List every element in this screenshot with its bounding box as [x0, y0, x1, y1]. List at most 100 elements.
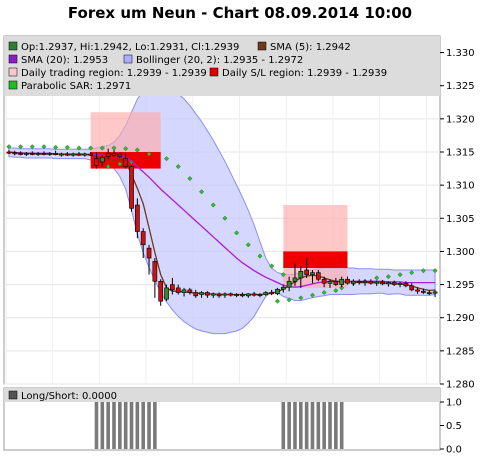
sar-point: [117, 161, 123, 167]
long-short-bar: [141, 402, 145, 449]
y-tick-label: 1.305: [446, 214, 475, 225]
sar-point: [123, 146, 129, 152]
sar-point: [409, 270, 415, 276]
long-short-bar: [118, 402, 122, 449]
candle-body: [94, 158, 99, 166]
candle-body: [41, 153, 47, 155]
candle-body: [368, 280, 374, 284]
candle-body: [345, 278, 350, 284]
daily-trading-region: [90, 112, 161, 152]
y-tick-label: 1.320: [446, 114, 475, 125]
main-plot: 1.280 1.285 1.290 1.295 1.300 1.305 1.310 1.315…: [3, 35, 475, 391]
legend-entries: Op:1.2937, Hi:1.2942, Lo:1.2931, Cl:1.29…: [8, 41, 387, 92]
sar-point: [321, 289, 327, 296]
candle-body: [228, 293, 234, 296]
sub-y-tick-label: 0.0: [446, 445, 462, 456]
sar-point: [333, 287, 339, 294]
long-short-bar: [328, 402, 332, 449]
candle-body: [356, 280, 362, 283]
candle-body: [187, 289, 193, 293]
sar-point: [105, 164, 111, 170]
legend-label: SMA (5): 1.2942: [270, 42, 351, 53]
candle-body: [421, 290, 426, 293]
legend-swatch: [209, 67, 219, 77]
long-short-bar: [147, 402, 151, 449]
sar-point: [146, 151, 152, 157]
candle-body: [164, 287, 169, 300]
candle-body: [240, 294, 245, 297]
sar-point: [163, 156, 170, 162]
candle-body: [304, 269, 309, 275]
candle-body: [47, 153, 53, 155]
sub-y-tick-label: 1.0: [446, 398, 462, 409]
long-short-bar: [106, 402, 110, 449]
sar-point: [41, 144, 47, 150]
candle-body: [426, 292, 432, 295]
candle-body: [403, 282, 409, 287]
sar-point: [64, 144, 70, 150]
candle-body: [70, 153, 76, 156]
long-short-bar: [287, 402, 291, 449]
sar-point: [339, 285, 345, 291]
sar-point: [286, 297, 292, 303]
sar-point: [432, 268, 438, 274]
legend-swatch: [257, 41, 267, 51]
candle-body: [111, 153, 117, 156]
sar-point: [134, 147, 140, 153]
legend-label: Op:1.2937, Hi:1.2942, Lo:1.2931, Cl:1.29…: [21, 42, 239, 53]
candle-body: [199, 292, 204, 295]
candle-body: [29, 153, 35, 155]
legend-label: SMA (20): 1.2953: [21, 55, 108, 66]
legend-label: Daily S/L region: 1.2939 - 1.2939: [222, 68, 387, 79]
legend-swatch: [8, 41, 18, 51]
sub-y-axis: 0.0 0.5 1.0: [440, 398, 462, 456]
candle-body: [409, 285, 415, 291]
candle-body: [216, 293, 222, 297]
candle-body: [82, 153, 88, 156]
y-tick-label: 1.300: [446, 247, 475, 258]
sub-y-tick-label: 0.5: [446, 421, 462, 432]
legend-label: Bollinger (20, 2): 1.2935 - 1.2972: [136, 55, 303, 66]
candle-body: [397, 282, 403, 285]
sar-point: [298, 295, 304, 301]
y-tick-label: 1.315: [446, 148, 475, 159]
candle-body: [129, 166, 134, 209]
long-short-bar: [94, 402, 99, 449]
daily-sl-region: [283, 251, 348, 268]
candle-body: [64, 153, 70, 156]
long-short-bar: [310, 402, 315, 449]
sar-point: [175, 164, 181, 170]
sar-point: [187, 175, 193, 182]
candle-body: [146, 247, 152, 259]
long-short-bars: [94, 402, 344, 449]
candle-body: [275, 288, 280, 295]
parabolic-sar-layer: [6, 144, 438, 304]
candle-body: [175, 287, 181, 293]
sar-point: [374, 275, 380, 281]
candle-body: [292, 277, 298, 282]
sar-point: [29, 144, 35, 150]
candles-layer: [6, 148, 438, 306]
long-short-bar: [339, 402, 344, 449]
sar-point: [397, 272, 403, 278]
legend-swatch: [8, 54, 18, 64]
candle-body: [181, 289, 187, 293]
candle-body: [123, 158, 129, 167]
candle-body: [298, 271, 304, 279]
sar-point: [99, 145, 105, 151]
sar-point: [234, 230, 240, 236]
candle-body: [222, 293, 228, 296]
candle-body: [415, 289, 420, 292]
candle-body: [391, 282, 397, 285]
long-short-bar: [322, 402, 326, 449]
sar-point: [420, 268, 426, 274]
sub-legend-swatch: [8, 390, 18, 400]
candle-body: [315, 272, 321, 280]
chart-title: Forex um Neun - Chart 08.09.2014 10:00: [68, 4, 412, 22]
candle-body: [386, 282, 391, 285]
legend-swatch: [8, 80, 18, 90]
y-tick-label: 1.295: [446, 280, 475, 291]
sar-point: [309, 292, 316, 298]
legend-label: Daily trading region: 1.2939 - 1.2939: [21, 68, 207, 79]
candle-body: [99, 157, 105, 163]
